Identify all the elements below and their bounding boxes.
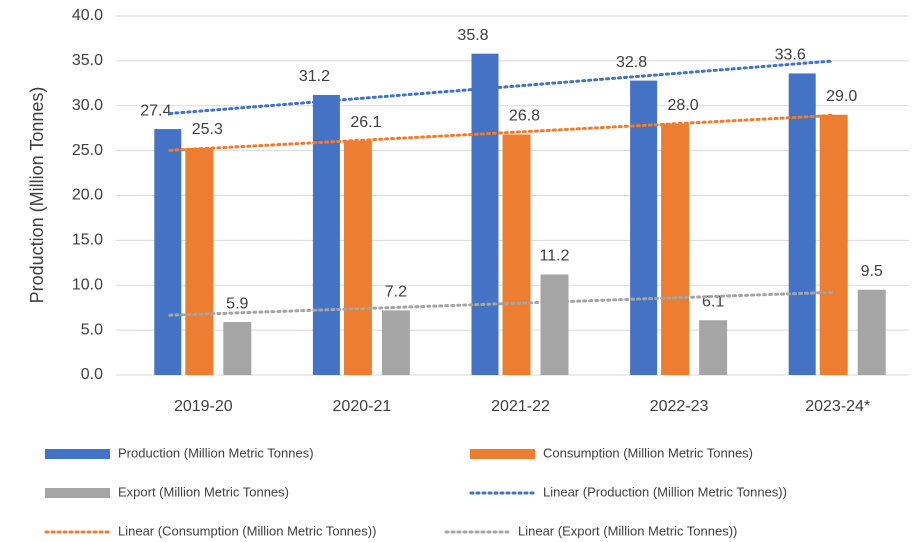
legend-label: Production (Million Metric Tonnes)	[118, 445, 314, 460]
legend-swatch	[45, 488, 110, 498]
trendline	[168, 59, 835, 116]
y-tick-label: 35.0	[72, 52, 103, 69]
x-tick-label: 2020-21	[333, 398, 392, 415]
data-label: 26.8	[509, 108, 540, 125]
legend-label: Consumption (Million Metric Tonnes)	[543, 445, 753, 460]
legend-label: Linear (Consumption (Million Metric Tonn…	[118, 523, 376, 538]
x-tick-label: 2022-23	[650, 398, 709, 415]
data-label: 35.8	[457, 27, 488, 44]
legend-label: Export (Million Metric Tonnes)	[118, 484, 289, 499]
data-label: 31.2	[299, 68, 330, 85]
data-label: 32.8	[616, 54, 647, 71]
data-label: 28.0	[668, 97, 699, 114]
bar	[699, 320, 728, 375]
y-tick-label: 20.0	[72, 187, 103, 204]
x-tick-label: 2021-22	[491, 398, 550, 415]
bar	[502, 134, 531, 375]
bar	[223, 322, 252, 375]
x-tick-label: 2023-24*	[805, 398, 870, 415]
y-tick-label: 15.0	[72, 232, 103, 249]
bar	[154, 129, 182, 375]
legend-label: Linear (Export (Million Metric Tonnes))	[518, 523, 737, 538]
x-tick-label: 2019-20	[174, 398, 233, 415]
data-label: 27.4	[140, 102, 171, 119]
bar	[471, 53, 499, 375]
trendline	[168, 113, 835, 152]
y-tick-label: 10.0	[72, 276, 103, 293]
legend-swatch	[470, 449, 535, 459]
data-label: 26.1	[350, 114, 381, 131]
bar	[857, 289, 886, 375]
y-tick-label: 40.0	[72, 7, 103, 24]
y-tick-label: 25.0	[72, 142, 103, 159]
data-label: 9.5	[861, 263, 883, 280]
legend-swatch	[45, 449, 110, 459]
bar	[343, 140, 372, 375]
bar	[788, 73, 816, 375]
y-tick-label: 0.0	[81, 366, 103, 383]
y-axis-label: Production (Million Tonnes)	[27, 87, 47, 304]
y-tick-label: 5.0	[81, 321, 103, 338]
bar	[819, 114, 848, 375]
trendline	[168, 290, 835, 317]
bar	[185, 147, 214, 375]
data-label: 25.3	[192, 121, 223, 138]
bar	[661, 123, 690, 375]
data-label: 33.6	[775, 47, 806, 64]
data-label: 6.1	[702, 293, 724, 310]
legend-label: Linear (Production (Million Metric Tonne…	[543, 484, 787, 499]
data-label: 5.9	[226, 295, 248, 312]
data-label: 11.2	[540, 248, 570, 265]
data-label: 29.0	[826, 88, 857, 105]
data-label: 7.2	[385, 284, 407, 301]
bar	[381, 310, 410, 375]
y-tick-label: 30.0	[72, 97, 103, 114]
bar	[540, 274, 569, 375]
bar	[630, 80, 658, 376]
bar	[312, 94, 340, 375]
